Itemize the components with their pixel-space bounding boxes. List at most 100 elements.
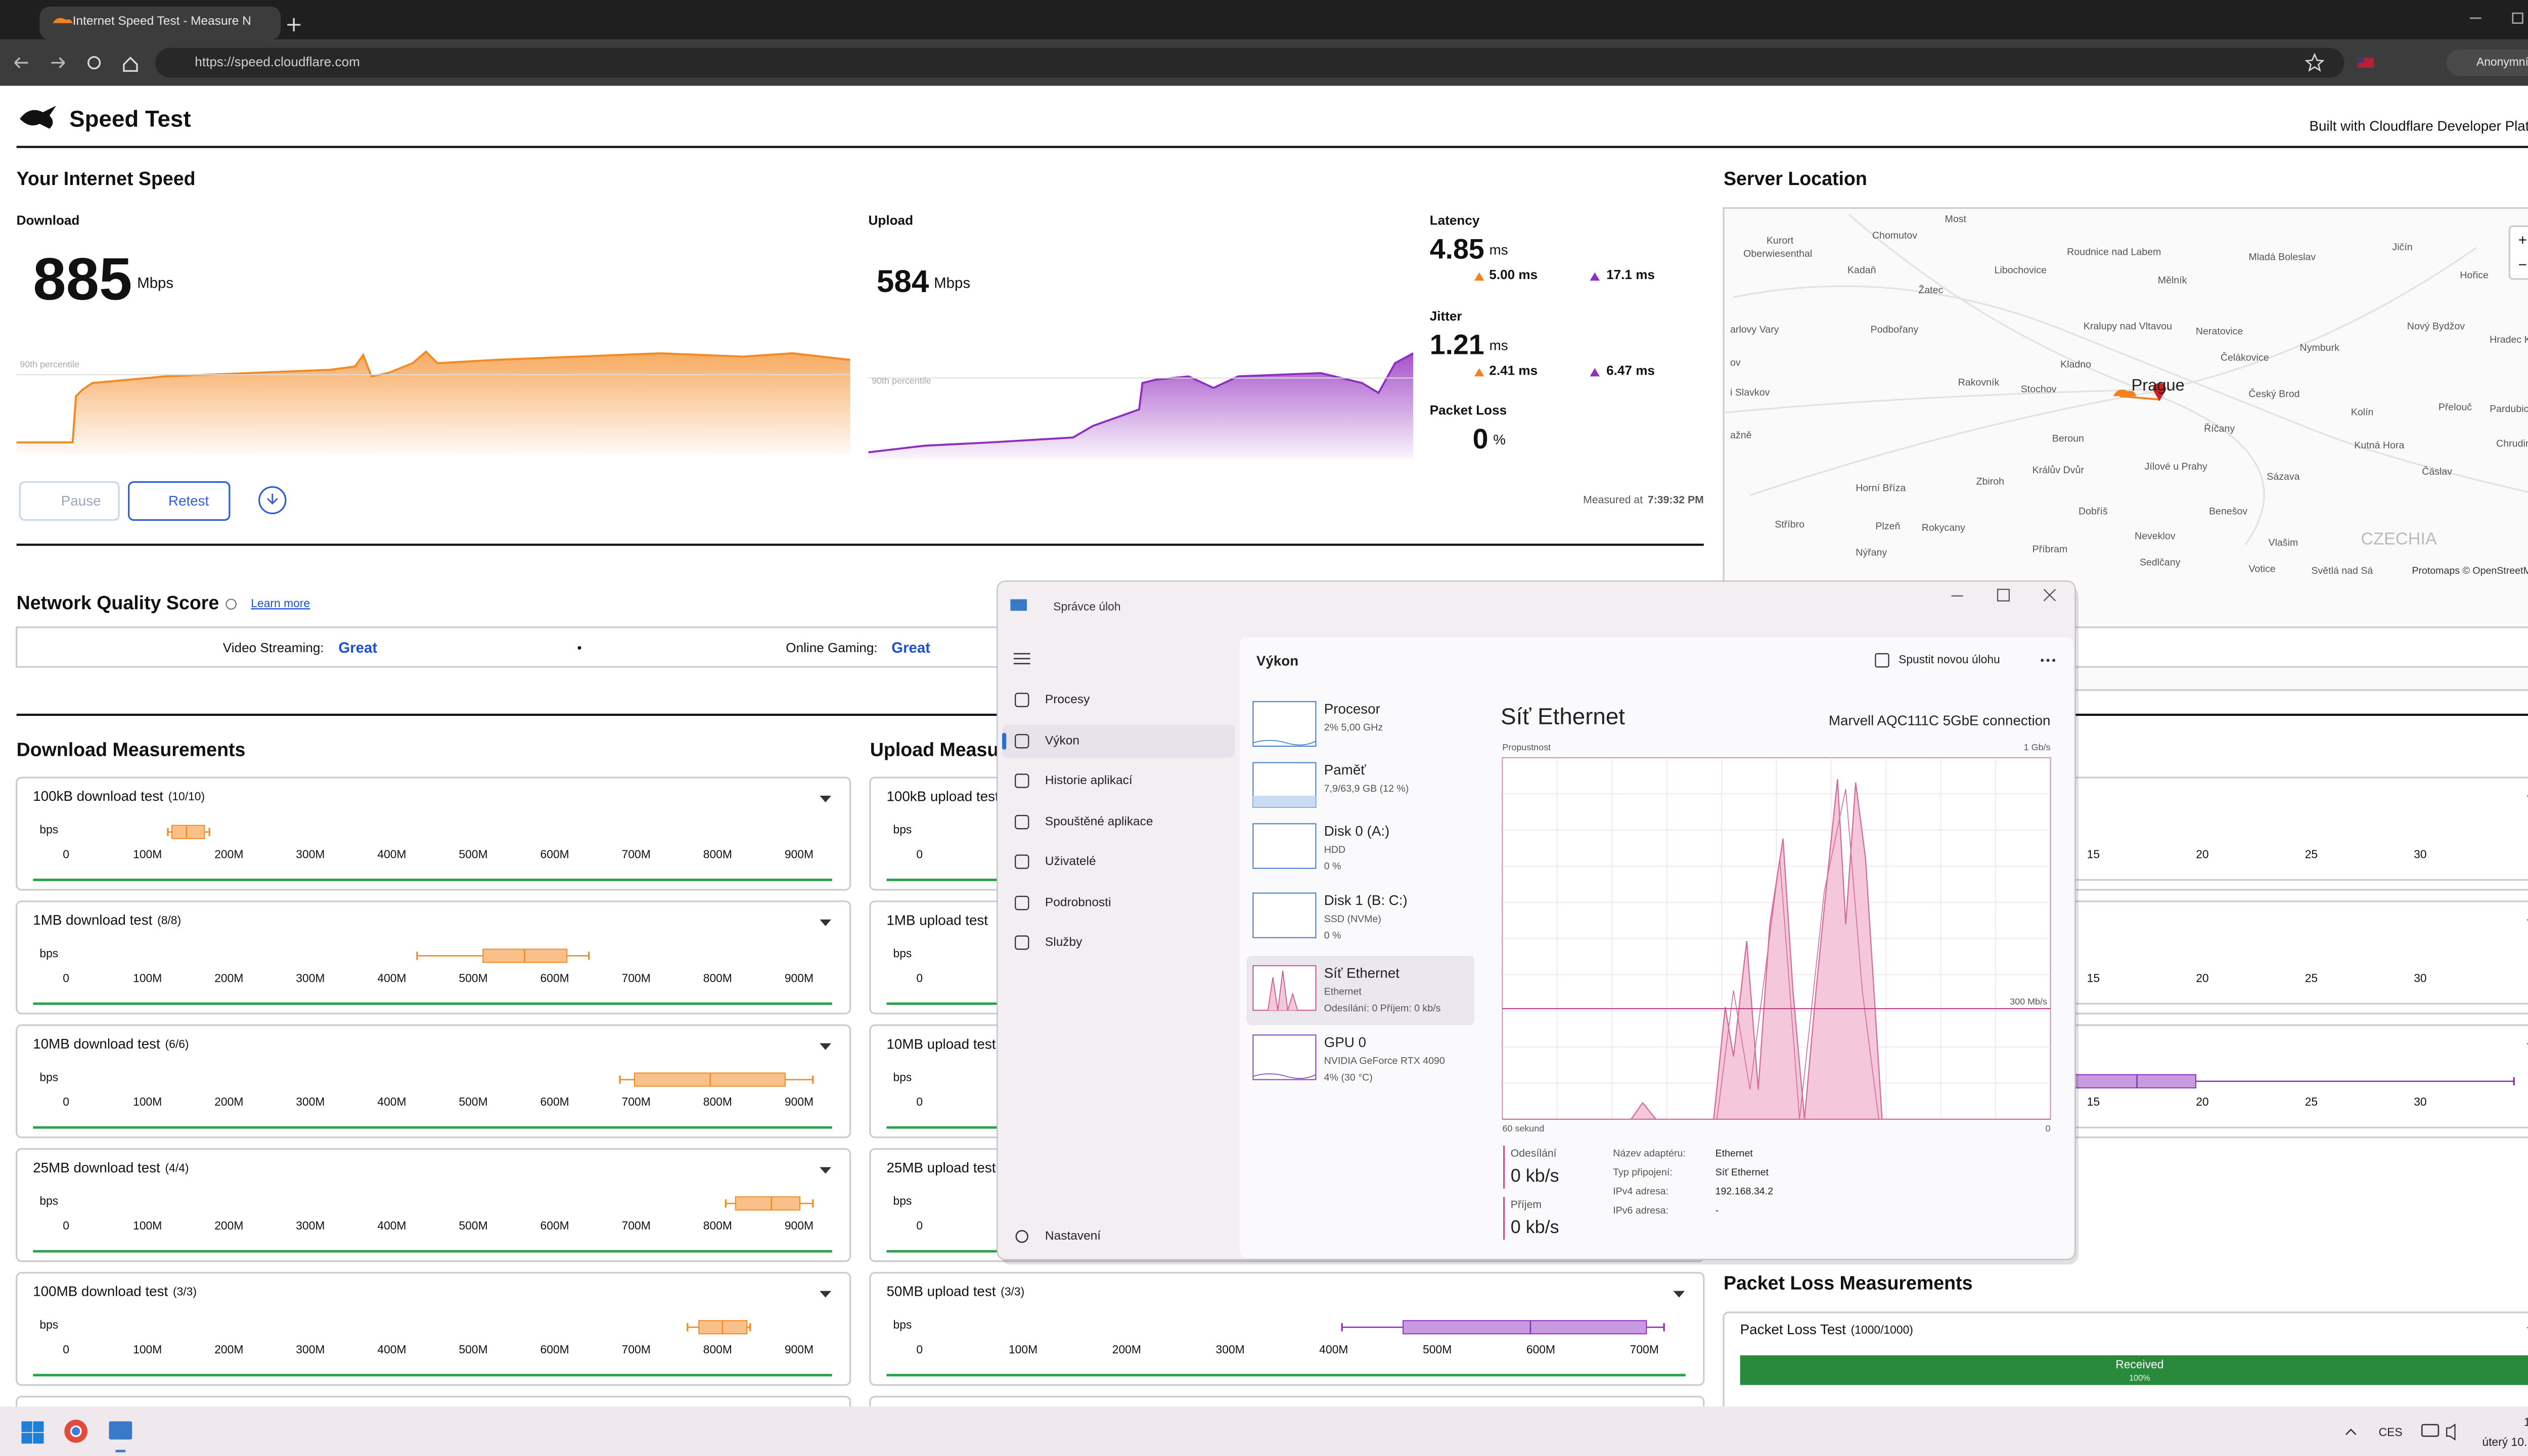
map-place-label: i Slavkov (1730, 387, 1770, 398)
x-tick-label: 30 (2414, 847, 2426, 860)
text-part: Mbps (934, 275, 970, 291)
text-part: % (1493, 432, 1506, 447)
network-icon[interactable] (2421, 1424, 2440, 1437)
x-tick-label: 300M (1216, 1343, 1245, 1356)
zoom-out[interactable]: − (2518, 256, 2527, 273)
expand-caret[interactable] (2526, 1043, 2528, 1050)
device-name[interactable]: Disk 1 (B: C:) (1324, 892, 1408, 908)
label: Název adaptéru: (1613, 1148, 1686, 1159)
device-name[interactable]: GPU 0 (1324, 1034, 1366, 1050)
retest-label[interactable]: Retest (168, 493, 209, 509)
expand-caret[interactable] (820, 919, 832, 926)
start-logo[interactable] (21, 1433, 32, 1444)
box (2071, 1074, 2196, 1088)
pause-label[interactable]: Pause (61, 493, 101, 509)
clock-time[interactable]: 19:39:52 (2524, 1416, 2528, 1429)
address-bar[interactable] (155, 48, 2344, 78)
route-line (2119, 395, 2160, 401)
x-tick-label: 400M (377, 847, 406, 860)
x-tick-label: 900M (785, 971, 814, 984)
label: Latency (1430, 212, 1480, 228)
hamburger[interactable] (1013, 653, 1030, 664)
test-title: 100kB download test (10/10) (33, 788, 205, 804)
volume-icon[interactable] (2446, 1423, 2456, 1441)
text-part: ms (1489, 242, 1508, 258)
expand-caret[interactable] (820, 1167, 832, 1174)
nav-item[interactable]: Uživatelé (1045, 854, 1096, 868)
zoom-control[interactable] (2508, 225, 2528, 280)
map-place-label: Roudnice nad Labem (2067, 247, 2161, 258)
reload-button[interactable] (87, 56, 101, 70)
x-tick-label: 300M (296, 971, 325, 984)
device-name[interactable]: Disk 0 (A:) (1324, 823, 1390, 839)
server-marker-cloud (2113, 389, 2137, 396)
expand-caret[interactable] (820, 1043, 832, 1050)
device-detail: Odesílání: 0 Příjem: 0 kb/s (1324, 1003, 1441, 1014)
map-place-label: Horní Bříza (1856, 483, 1906, 494)
expand-caret[interactable] (1673, 1291, 1685, 1298)
label: 1 Gb/s (2024, 742, 2051, 752)
packet-loss-value: 0% (1473, 423, 1506, 454)
active-tab[interactable] (39, 7, 281, 40)
nav-item[interactable]: Podrobnosti (1045, 896, 1111, 909)
nav-item[interactable]: Výkon (1045, 734, 1079, 748)
map-place-label: Říčany (2204, 423, 2235, 434)
device-name[interactable]: Procesor (1324, 701, 1380, 716)
zoom-in[interactable]: + (2518, 232, 2527, 249)
x-tick-label: 300M (296, 1343, 325, 1356)
text-part: 1.21 (1430, 329, 1484, 360)
profile-chip[interactable] (2447, 49, 2528, 76)
retest-button[interactable] (128, 481, 231, 521)
nav-item[interactable]: Procesy (1045, 693, 1090, 706)
tray-chevron[interactable] (2345, 1428, 2357, 1435)
window-controls[interactable] (1951, 588, 2056, 602)
new-tab-button[interactable] (287, 18, 301, 32)
map-place-label: Dobříš (2079, 506, 2108, 517)
label: bps (893, 1194, 912, 1207)
upload-speed: 584 Mbps (877, 264, 970, 299)
task-manager-icon[interactable] (109, 1421, 132, 1440)
x-tick-label: 0 (63, 1219, 69, 1232)
start-logo[interactable] (21, 1421, 32, 1432)
expand-caret[interactable] (2526, 1327, 2528, 1334)
x-tick-label: 20 (2196, 1095, 2208, 1108)
url[interactable]: https://speed.cloudflare.com (195, 54, 360, 69)
start-logo[interactable] (33, 1433, 44, 1444)
language-indicator[interactable]: CES (2379, 1425, 2403, 1438)
text-part: (6/6) (165, 1037, 189, 1051)
nav-item[interactable]: Historie aplikací (1045, 774, 1133, 787)
pause-button[interactable] (19, 481, 120, 521)
section-heading: Packet Loss Measurements (1724, 1272, 1973, 1293)
label: Jitter (1430, 308, 1462, 324)
map-place-label: Mladá Boleslav (2248, 252, 2316, 263)
device-name[interactable]: Síť Ethernet (1324, 965, 1400, 981)
map-place-label: Kolín (2351, 406, 2374, 418)
bookmark-star[interactable] (2305, 53, 2325, 72)
text-part: 0 (1473, 423, 1488, 454)
learn-more-link[interactable]: Learn more (251, 597, 310, 610)
label: bps (893, 823, 912, 836)
start-logo[interactable] (33, 1421, 44, 1432)
nav-icon (1015, 895, 1029, 911)
device-thumbnail (1252, 823, 1317, 869)
nav-item[interactable]: Nastavení (1045, 1229, 1101, 1243)
label: bps (893, 946, 912, 960)
download-speed: 885 Mbps (33, 246, 173, 312)
x-tick-label: 100M (133, 971, 162, 984)
measured-at: Measured at 7:39:32 PM (1583, 494, 1704, 506)
map-place-label: Pardubice (2490, 403, 2528, 415)
x-tick-label: 800M (703, 1095, 732, 1108)
nav-item[interactable]: Spouštěné aplikace (1045, 815, 1153, 829)
nav-buttons[interactable] (14, 57, 65, 69)
throughput-send (1717, 789, 1879, 1119)
home-button[interactable] (123, 56, 138, 72)
nav-item[interactable]: Služby (1045, 935, 1082, 949)
window-controls[interactable] (2469, 12, 2528, 24)
expand-caret[interactable] (820, 795, 832, 802)
device-name[interactable]: Paměť (1324, 762, 1366, 778)
expand-caret[interactable] (820, 1291, 832, 1298)
map-place-label: Plzeň (1875, 521, 1900, 532)
new-task-button[interactable]: Spustit novou úlohu (1899, 653, 2000, 666)
expand-caret[interactable] (2526, 919, 2528, 926)
